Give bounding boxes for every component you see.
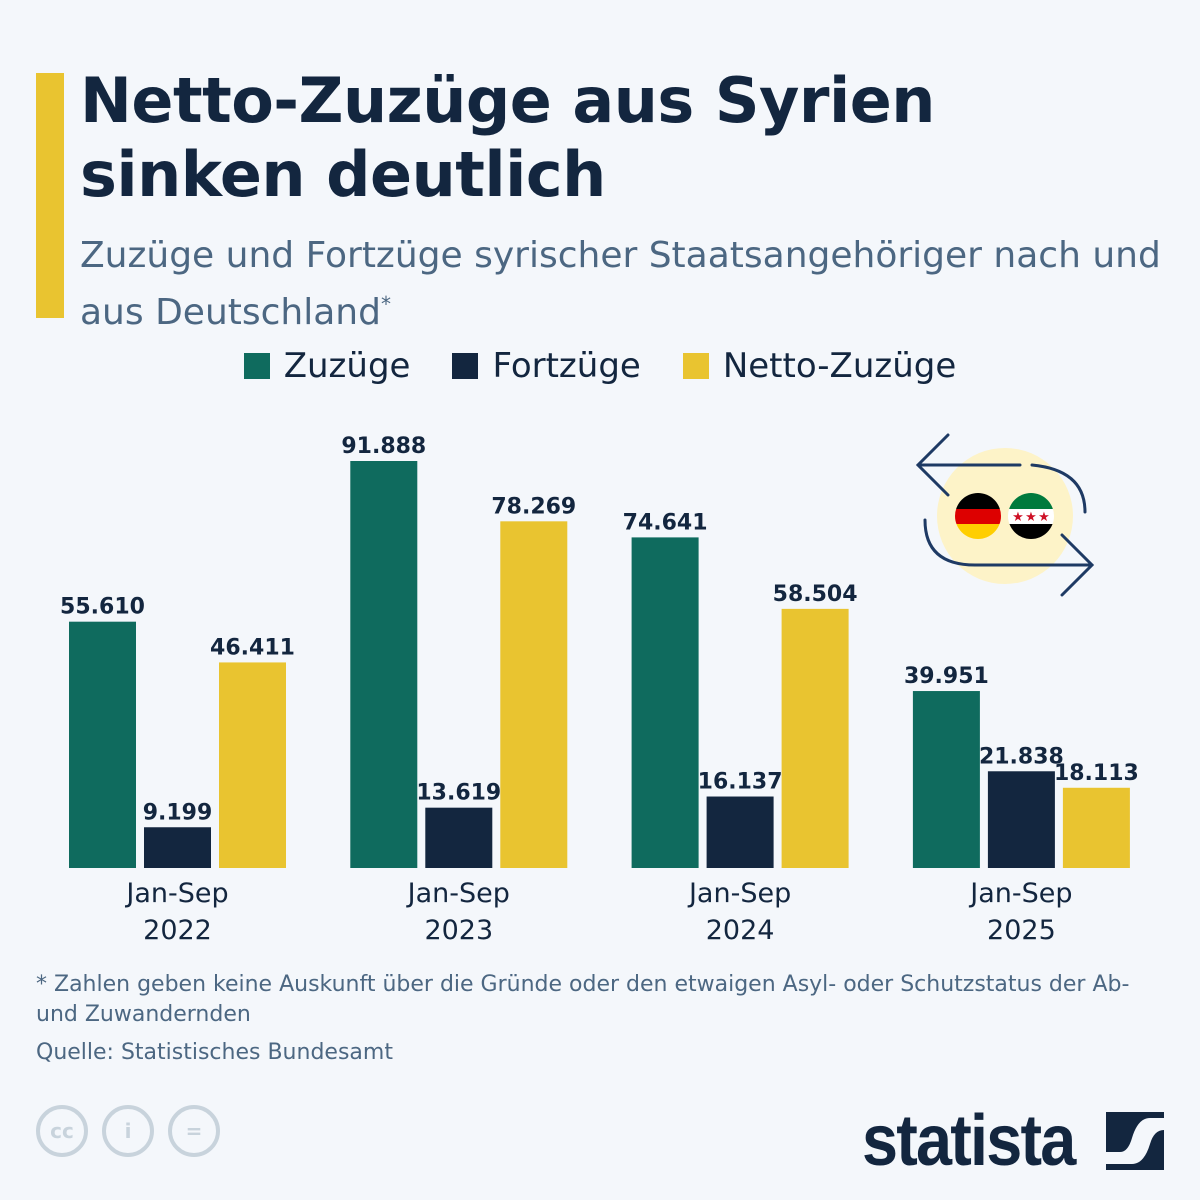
x-tick-label: 2023 (424, 915, 493, 946)
bar (500, 521, 568, 868)
svg-text:★: ★ (1025, 510, 1037, 525)
bar (69, 621, 136, 868)
bar (706, 796, 774, 868)
bar (219, 662, 286, 868)
legend-label: Fortzüge (492, 346, 641, 386)
attribution-icon[interactable]: i (102, 1105, 154, 1157)
legend-item-fortzuege: Fortzüge (452, 346, 641, 386)
germany-flag-icon (955, 493, 1001, 539)
no-derivatives-icon[interactable]: = (168, 1105, 220, 1157)
svg-text:★: ★ (1038, 510, 1050, 525)
license-icons: cc i = (36, 1105, 220, 1157)
data-label: 21.838 (979, 744, 1064, 769)
legend-label: Zuzüge (283, 346, 411, 386)
footnote-mark: * (380, 292, 391, 316)
svg-text:★: ★ (1012, 510, 1024, 525)
legend-swatch (452, 353, 479, 379)
data-label: 9.199 (143, 800, 213, 825)
x-tick-label: Jan-Sep (968, 878, 1072, 909)
bar (350, 461, 418, 868)
bar (631, 537, 699, 868)
statista-logo[interactable]: statista (862, 1100, 1165, 1182)
data-label: 39.951 (904, 664, 989, 689)
brand-wordmark: statista (862, 1101, 1076, 1181)
footnote: * Zahlen geben keine Auskunft über die G… (36, 972, 1130, 1027)
bar (987, 771, 1055, 868)
accent-bar (36, 73, 64, 318)
x-tick-label: 2022 (143, 915, 212, 946)
x-tick-label: 2024 (706, 915, 775, 946)
legend: Zuzüge Fortzüge Netto-Zuzüge (0, 346, 1200, 386)
statista-logo-icon (1106, 1112, 1165, 1170)
bar (144, 827, 211, 868)
legend-swatch (243, 353, 270, 379)
legend-item-netto: Netto-Zuzüge (682, 346, 957, 386)
x-tick-label: 2025 (987, 915, 1056, 946)
bar (781, 608, 849, 868)
data-label: 16.137 (698, 770, 783, 795)
legend-swatch (682, 353, 709, 379)
bar-chart: ★ ★ ★ 55.6109.19946.411Jan-Sep202291.88813… (60, 433, 1139, 946)
chart-subtitle: Zuzüge und Fortzüge syrischer Staatsange… (80, 232, 1180, 337)
x-tick-label: Jan-Sep (406, 878, 510, 909)
syria-flag-icon: ★ ★ ★ (1008, 493, 1054, 539)
data-label: 13.619 (416, 781, 501, 806)
data-label: 55.610 (60, 595, 145, 620)
data-label: 74.641 (623, 510, 708, 535)
data-label: 78.269 (491, 494, 576, 519)
chart-title: Netto-Zuzüge aus Syrien sinken deutlich (80, 64, 935, 211)
x-tick-label: Jan-Sep (124, 878, 228, 909)
data-label: 18.113 (1054, 761, 1139, 786)
x-tick-label: Jan-Sep (687, 878, 791, 909)
subtitle-text: Zuzüge und Fortzüge syrischer Staatsange… (80, 235, 1161, 333)
data-label: 91.888 (341, 434, 426, 459)
bar (1062, 787, 1130, 868)
data-label: 58.504 (773, 582, 858, 607)
bar (425, 807, 493, 868)
data-label: 46.411 (210, 635, 295, 660)
bar (912, 691, 980, 868)
source: Quelle: Statistisches Bundesamt (36, 1040, 393, 1065)
legend-item-zuzuege: Zuzüge (243, 346, 411, 386)
legend-label: Netto-Zuzüge (722, 346, 957, 386)
exchange-arrows-icon (915, 433, 1095, 597)
cc-icon[interactable]: cc (36, 1105, 88, 1157)
